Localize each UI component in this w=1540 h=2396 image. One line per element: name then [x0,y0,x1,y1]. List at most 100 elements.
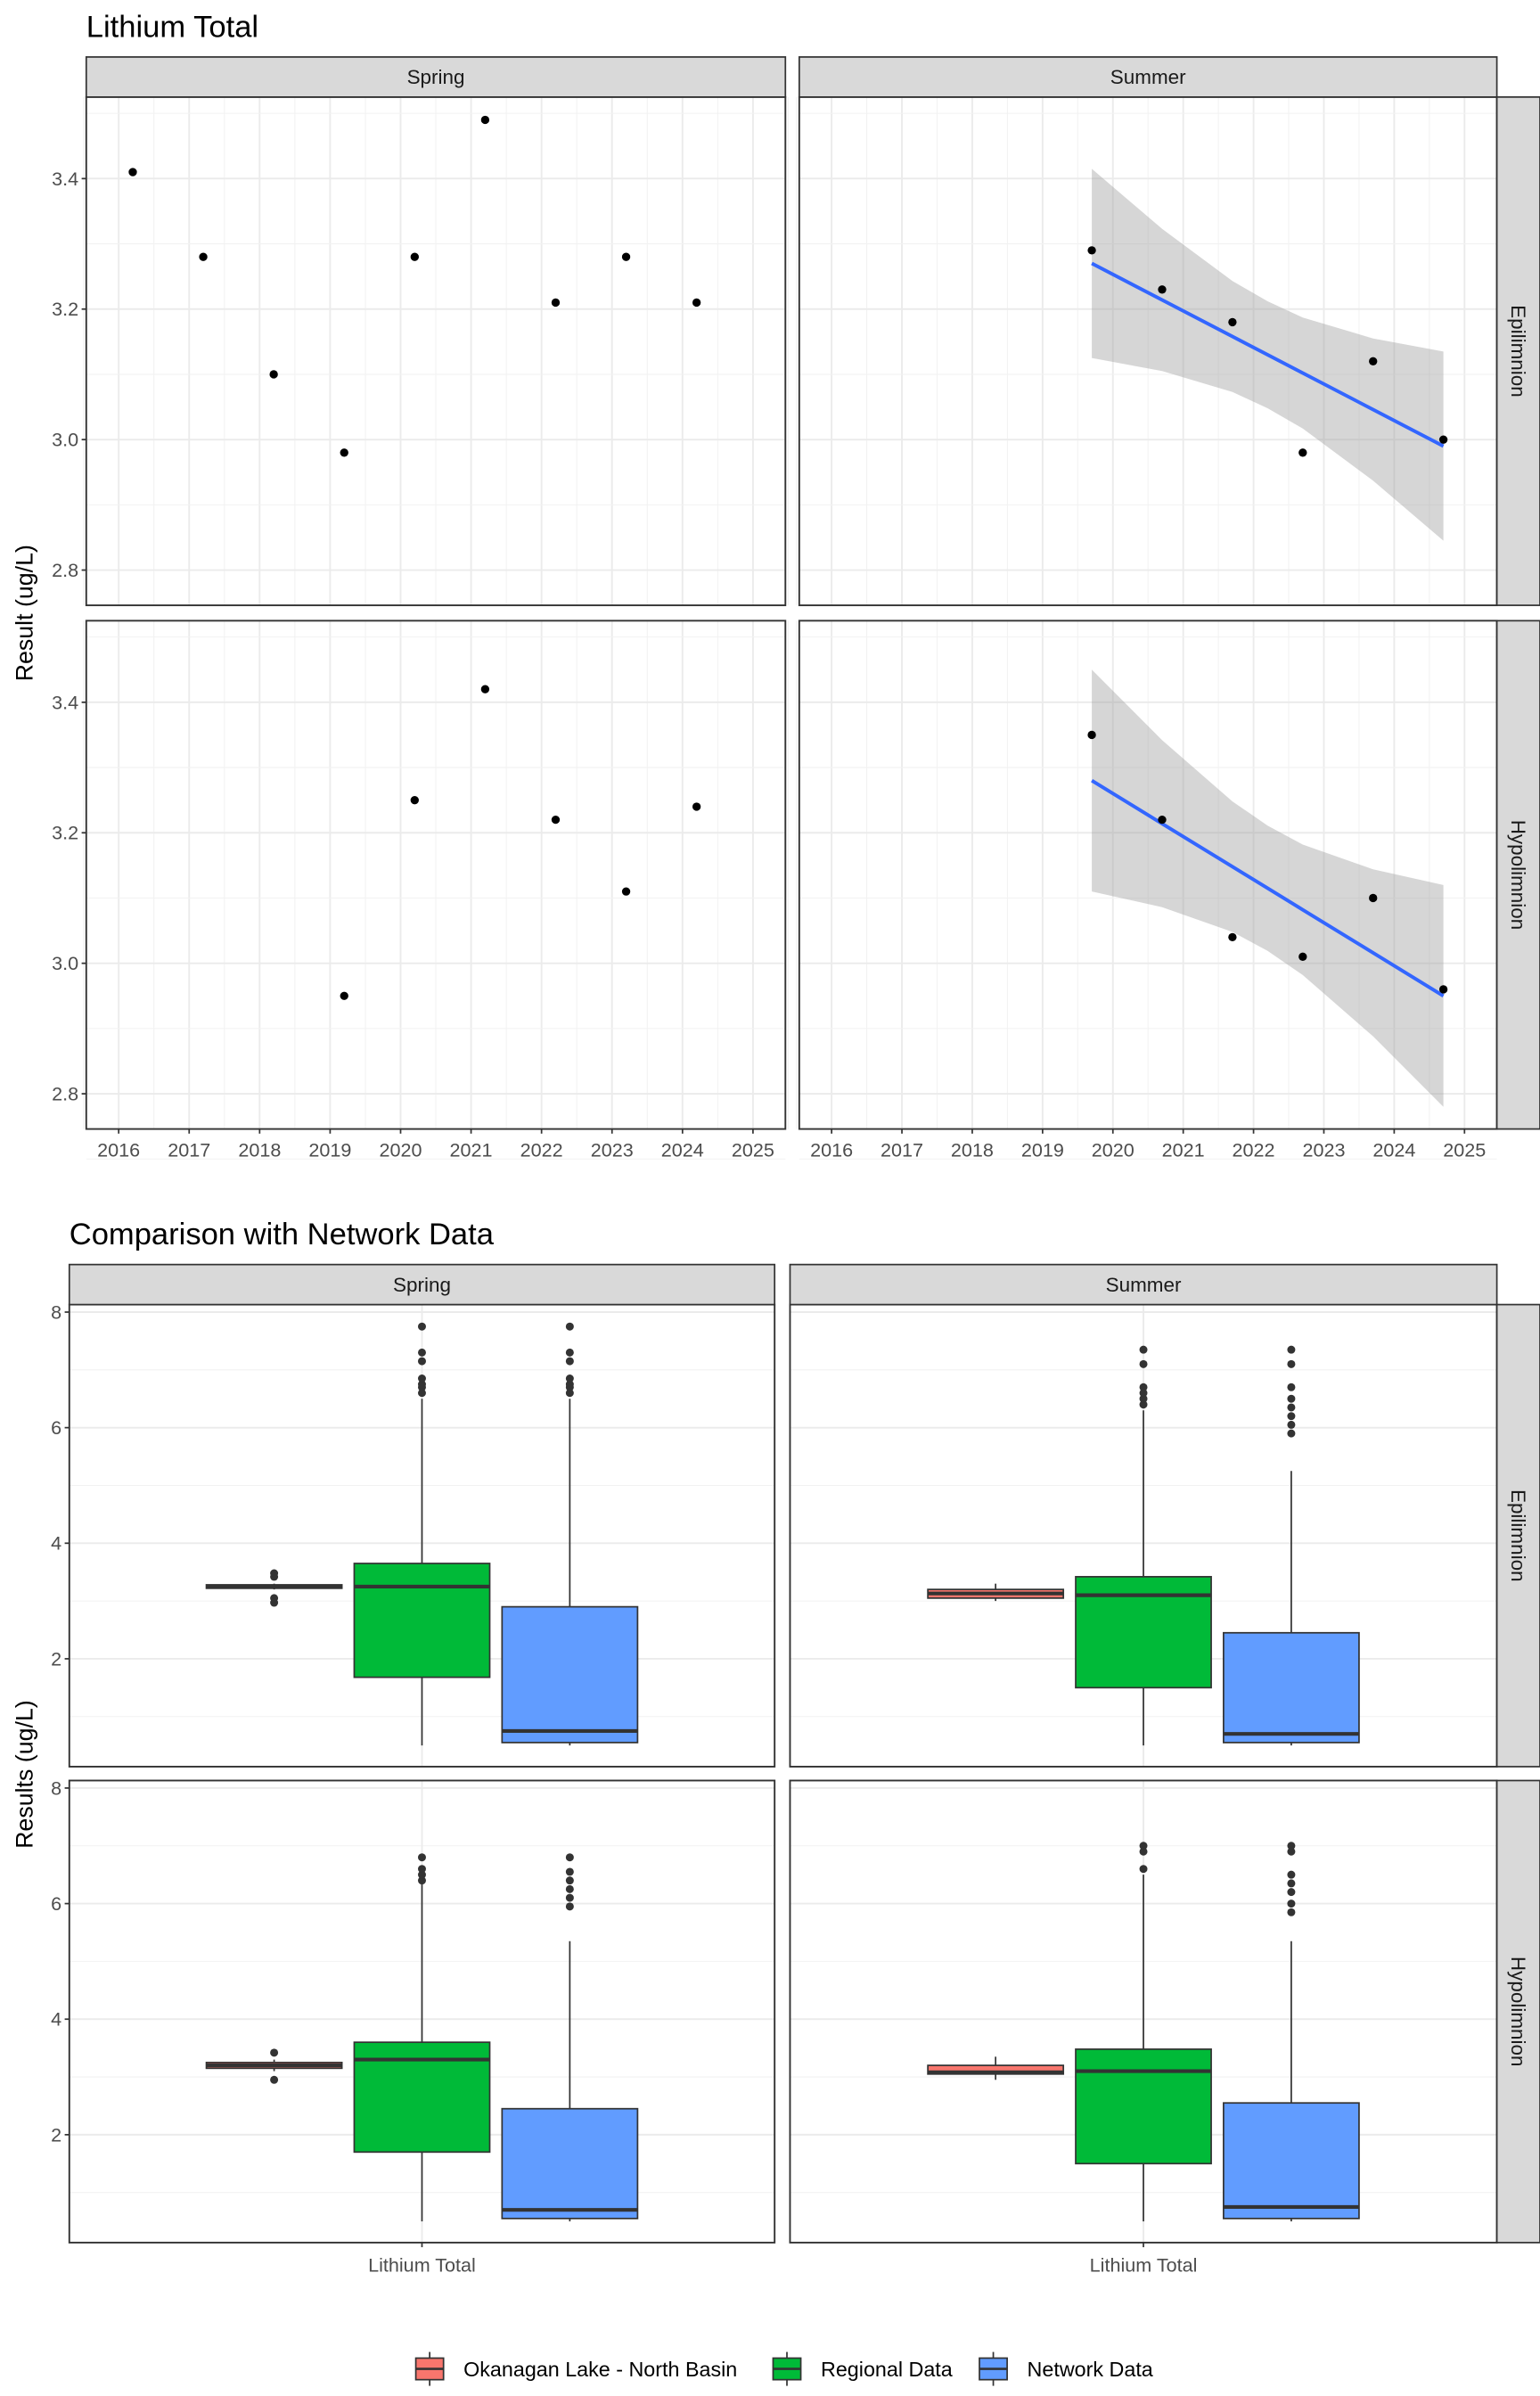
legend: Okanagan Lake - North Basin Regional Data… [414,2351,1153,2386]
data-point [692,802,701,811]
outlier-point [1287,1888,1296,1897]
y-tick-label: 3.2 [52,298,78,320]
outlier-point [1287,1842,1296,1850]
x-tick-label: 2020 [1092,1139,1135,1161]
x-tick-label: 2021 [450,1139,493,1161]
outlier-point [1287,1900,1296,1908]
facet-strip-label: Summer [1110,66,1186,88]
data-point [1438,435,1448,444]
facet-strip-summer [798,56,1498,98]
outlier-point [565,1357,574,1366]
outlier-point [1139,1842,1148,1850]
facet-strip-epilimnion [1495,1303,1540,1768]
box [1223,1631,1360,1744]
box-okanagan-lake-north-basin [205,2048,343,2084]
box-okanagan-lake-north-basin [927,1583,1065,1602]
data-point [480,115,490,125]
box-regional-data [353,1853,491,2222]
outlier-point [417,1357,426,1366]
outlier-point [565,1348,574,1357]
outlier-point [270,1598,279,1607]
scatter-y-axis-title: Result (ug/L) [11,545,37,681]
outlier-point [1287,1870,1296,1879]
data-point [1298,448,1307,457]
y-tick-label: 2.8 [52,1082,78,1104]
facet-strip-label: Spring [407,66,465,88]
x-tick-label: 2018 [951,1139,994,1161]
data-point [340,991,348,1000]
y-tick-label: 4 [51,1532,61,1555]
data-point [692,298,701,308]
boxplot-chart-title: Comparison with Network Data [70,1218,495,1251]
outlier-point [417,1322,426,1331]
y-tick-label: 3.2 [52,822,78,844]
outlier-point [270,2048,279,2057]
boxplot-y-axis-title: Results (ug/L) [11,1700,37,1849]
outlier-point [417,1876,426,1885]
y-tick-label: 2.8 [52,559,78,581]
outlier-point [565,1893,574,1902]
data-point [1228,317,1237,327]
y-tick-label: 8 [51,1301,61,1323]
outlier-point [1139,1847,1148,1856]
outlier-point [417,1853,426,1862]
x-tick-label: 2023 [591,1139,634,1161]
outlier-point [417,1870,426,1879]
data-point [410,795,419,805]
x-tick-label: 2021 [1162,1139,1205,1161]
legend-label: Network Data [1028,2358,1153,2381]
x-tick-label: 2017 [881,1139,923,1161]
box-network-data [501,1853,639,2222]
box-regional-data [353,1322,491,1746]
facet-strip-spring [85,56,787,98]
panel-border [85,620,787,1130]
box-regional-data [1075,1345,1212,1746]
outlier-point [565,1374,574,1383]
outlier-point [1287,1403,1296,1412]
data-point [410,252,419,261]
box [501,2107,639,2220]
data-point [128,168,137,176]
scatter-chart-title: Lithium Total [86,10,258,44]
x-tick-label: 2025 [1443,1139,1486,1161]
box [353,1563,491,1678]
box [501,1605,639,1744]
panel-spring-epilimnion [83,95,789,636]
data-point [1158,285,1167,294]
facet-strip-epilimnion [1495,95,1540,606]
y-tick-label: 2 [51,2123,61,2146]
x-tick-label: 2016 [97,1139,140,1161]
y-tick-label: 3.4 [52,691,78,713]
box-regional-data [1075,1842,1212,2222]
box-okanagan-lake-north-basin [927,2056,1065,2080]
x-tick-label: 2025 [732,1139,774,1161]
x-tick-label: 2024 [1372,1139,1415,1161]
outlier-point [565,1876,574,1885]
data-point [1298,952,1307,962]
data-point [1438,985,1448,994]
x-tick-label: 2022 [1233,1139,1275,1161]
outlier-point [565,1884,574,1893]
outlier-point [1287,1879,1296,1888]
legend-item: Network Data [979,2351,1153,2386]
legend-item: Okanagan Lake - North Basin [414,2351,737,2386]
panel-summer-hypolimnion [796,620,1501,1160]
x-tick-label: 2016 [810,1139,853,1161]
box-okanagan-lake-north-basin [205,1569,343,1607]
outlier-point [1287,1383,1296,1391]
data-point [621,887,631,896]
x-tick-label: 2024 [661,1139,704,1161]
y-tick-label: 3.4 [52,168,78,190]
outlier-point [565,1380,574,1389]
facet-strip-hypolimnion [1495,1779,1540,2244]
box-network-data [501,1322,639,1746]
scatter-facet-grid: Spring 2.8 3.0 3.2 3.4 Summer Epilimnion 2.8 3.0… [52,56,1540,1161]
facet-strip-label: Epilimnion [1507,1489,1529,1582]
outlier-point [1287,1420,1296,1429]
outlier-point [565,1902,574,1911]
outlier-point [1139,1389,1148,1398]
data-point [269,370,278,379]
x-tick-label: 2019 [308,1139,351,1161]
facet-strip-label: Summer [1106,1274,1182,1296]
